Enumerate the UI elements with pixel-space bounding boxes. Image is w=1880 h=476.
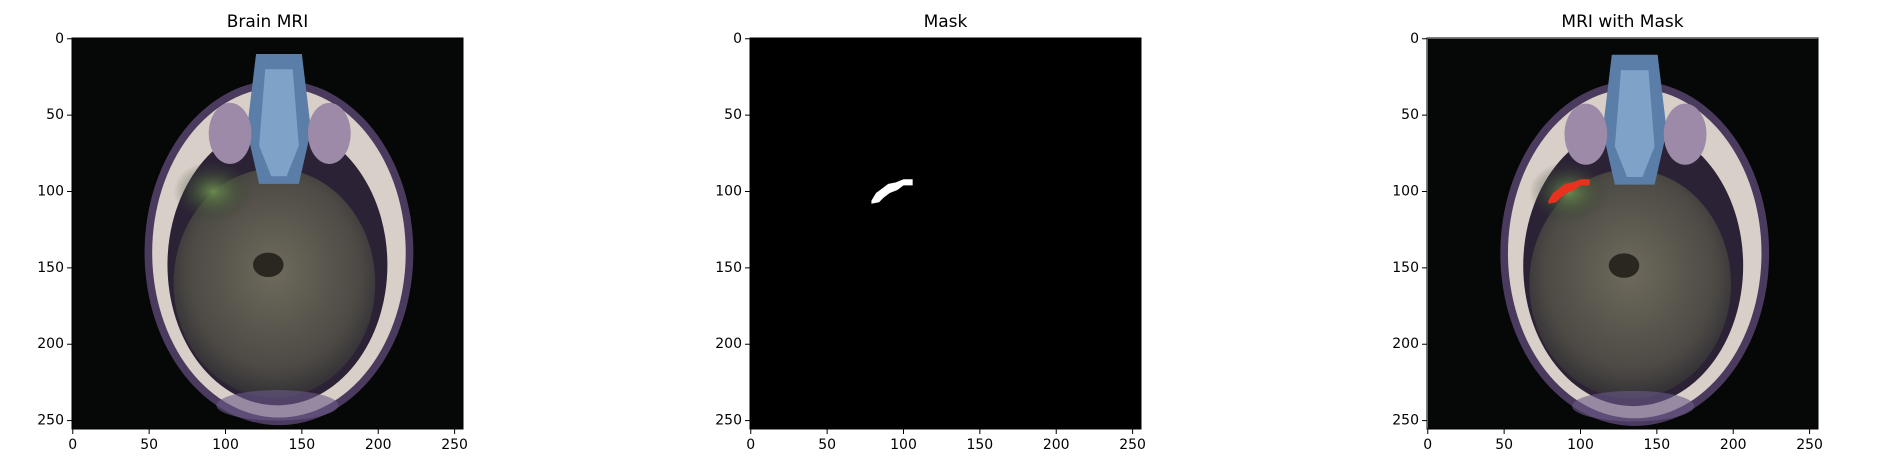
x-tick-label: 150 — [966, 437, 993, 453]
y-tick-label: 100 — [37, 183, 64, 199]
y-tick-label: 100 — [1392, 183, 1419, 199]
x-tick-label: 100 — [212, 437, 239, 453]
mri-image — [72, 38, 463, 429]
y-tick-label: 0 — [1410, 31, 1419, 47]
x-tick-label: 200 — [1720, 437, 1747, 453]
axes-frame — [749, 37, 1142, 430]
panel-title: Brain MRI — [227, 12, 308, 32]
axes-frame — [1426, 37, 1819, 430]
y-tick-label: 200 — [37, 336, 64, 352]
panel-title: Mask — [924, 12, 968, 32]
x-tick-label: 50 — [1495, 437, 1513, 453]
x-tick-label: 100 — [1567, 437, 1594, 453]
x-tick-label: 200 — [365, 437, 392, 453]
y-tick-label: 50 — [724, 107, 742, 123]
x-tick-label: 50 — [818, 437, 836, 453]
y-tick-label: 50 — [1401, 107, 1419, 123]
y-tick-label: 0 — [733, 31, 742, 47]
y-tick-label: 100 — [715, 183, 742, 199]
y-tick-label: 150 — [715, 260, 742, 276]
y-tick-label: 150 — [1392, 260, 1419, 276]
y-tick-label: 250 — [37, 413, 64, 429]
axes-frame — [71, 37, 464, 430]
y-tick-label: 200 — [715, 336, 742, 352]
x-tick-label: 0 — [746, 437, 755, 453]
y-tick-label: 50 — [46, 107, 64, 123]
y-tick-label: 250 — [1392, 413, 1419, 429]
x-tick-label: 0 — [68, 437, 77, 453]
x-tick-label: 100 — [890, 437, 917, 453]
y-tick-label: 150 — [37, 260, 64, 276]
x-tick-label: 200 — [1043, 437, 1070, 453]
y-tick-label: 250 — [715, 413, 742, 429]
x-tick-label: 250 — [1796, 437, 1823, 453]
panel-title: MRI with Mask — [1561, 12, 1683, 32]
y-tick-label: 0 — [55, 31, 64, 47]
x-tick-label: 250 — [441, 437, 468, 453]
x-tick-label: 150 — [288, 437, 315, 453]
x-tick-label: 150 — [1643, 437, 1670, 453]
overlay-image — [1428, 39, 1819, 430]
y-tick-label: 200 — [1392, 336, 1419, 352]
x-tick-label: 0 — [1423, 437, 1432, 453]
x-tick-label: 50 — [140, 437, 158, 453]
x-tick-label: 250 — [1119, 437, 1146, 453]
mask-image — [750, 38, 1141, 429]
